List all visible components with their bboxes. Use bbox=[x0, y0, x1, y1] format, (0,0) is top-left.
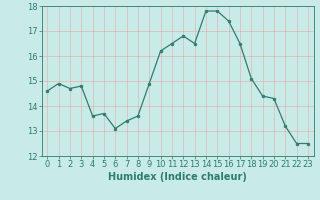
X-axis label: Humidex (Indice chaleur): Humidex (Indice chaleur) bbox=[108, 172, 247, 182]
